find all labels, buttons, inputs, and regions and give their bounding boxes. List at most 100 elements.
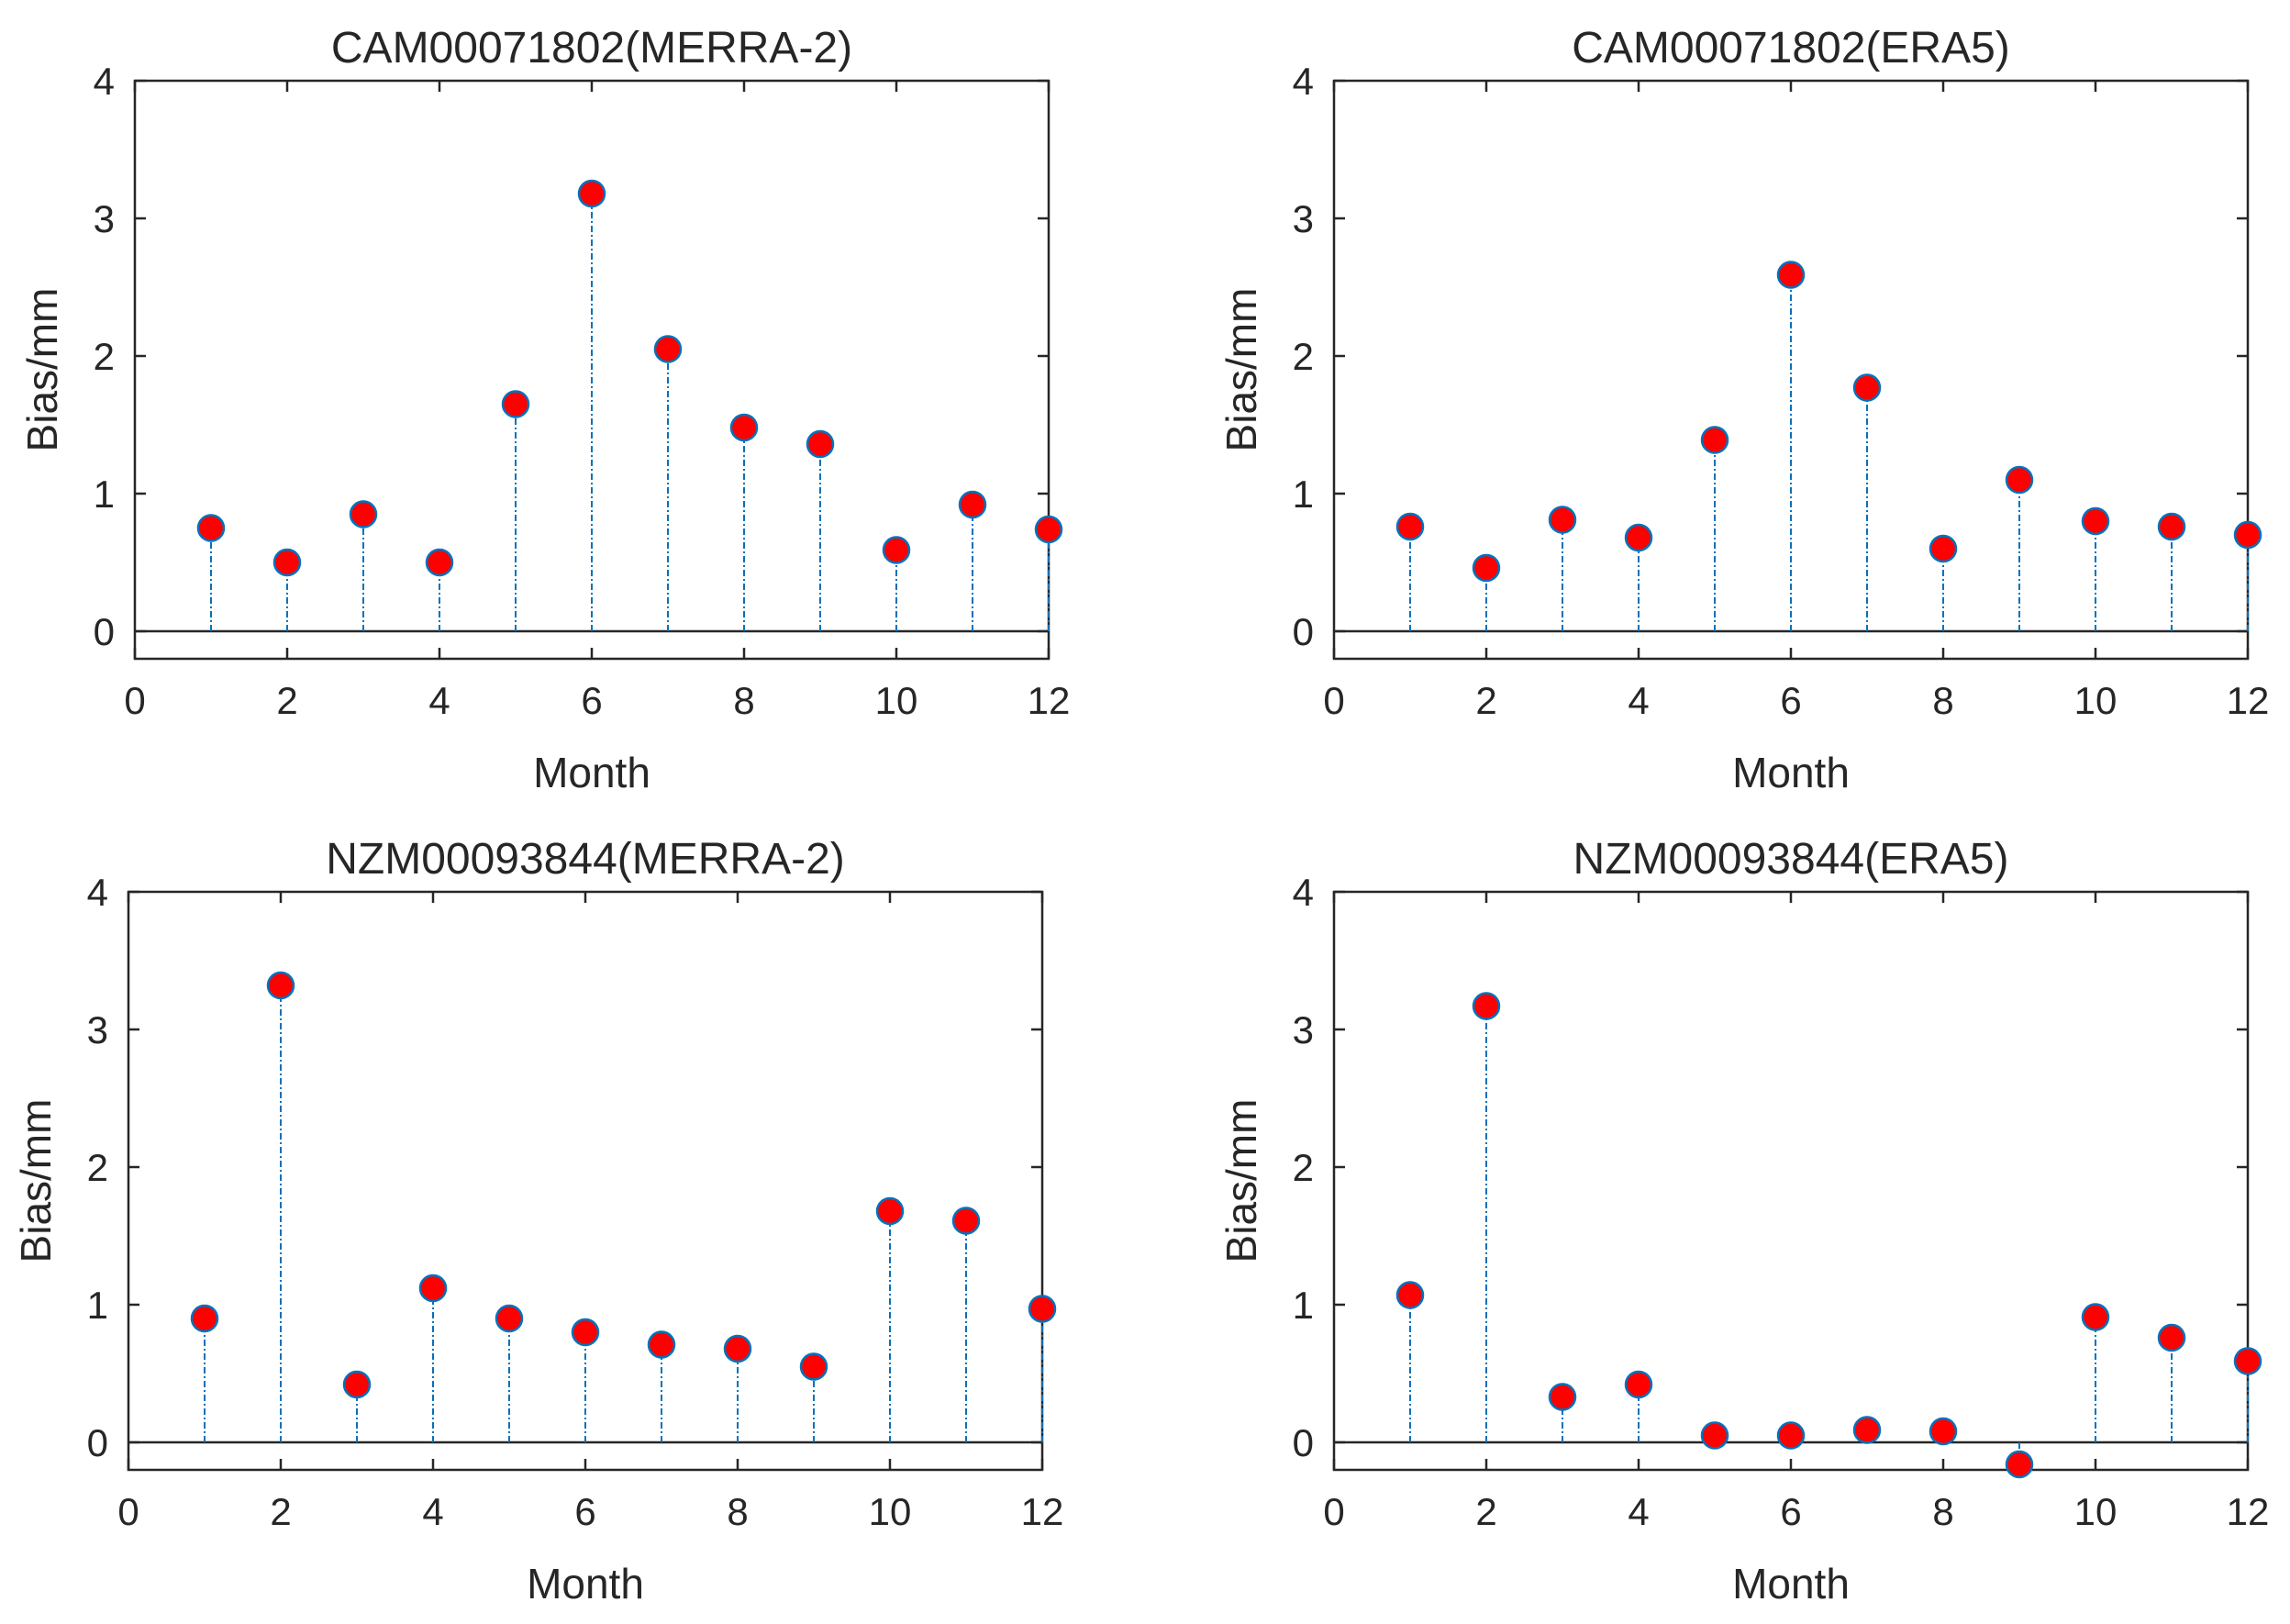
y-axis-label: Bias/mm — [1217, 288, 1265, 452]
y-tick-label: 1 — [94, 473, 115, 516]
stem-marker — [1034, 515, 1063, 544]
stem-marker — [418, 1274, 448, 1303]
stem-marker — [1700, 1421, 1729, 1450]
x-tick-label: 2 — [1475, 679, 1496, 722]
y-tick-label: 1 — [1293, 1284, 1314, 1327]
x-tick-label: 0 — [1323, 1490, 1344, 1533]
stem-marker — [729, 413, 759, 442]
subplot-title: NZM00093844(MERRA-2) — [326, 835, 845, 884]
subplot-3: 0 2 4 6 8 10 1201234NZM00093844(MERRA-2)MonthB… — [12, 835, 1063, 1607]
stem-marker — [2081, 506, 2110, 536]
stem-marker — [342, 1370, 372, 1399]
subplot-1: 0 2 4 6 8 10 1201234CAM00071802(MERRA-2)MonthB… — [18, 24, 1070, 796]
x-axis-label: Month — [1732, 749, 1850, 796]
y-tick-label: 0 — [94, 610, 115, 653]
y-tick-label: 4 — [87, 871, 108, 914]
y-tick-label: 3 — [94, 197, 115, 240]
x-tick-label: 4 — [428, 679, 450, 722]
stem-marker — [1852, 373, 1882, 402]
x-tick-label: 6 — [574, 1490, 595, 1533]
stem-marker — [196, 514, 226, 542]
x-tick-label: 4 — [422, 1490, 443, 1533]
x-tick-label: 0 — [1323, 679, 1344, 722]
stem-marker — [1548, 506, 1577, 534]
x-tick-label: 0 — [124, 679, 145, 722]
subplot-title: CAM00071802(MERRA-2) — [331, 24, 852, 72]
stem-marker — [266, 971, 295, 1000]
stem-marker — [1700, 426, 1729, 454]
stem-marker — [799, 1352, 828, 1381]
y-tick-label: 4 — [94, 60, 115, 103]
stem-marker — [501, 390, 530, 418]
x-tick-label: 8 — [733, 679, 754, 722]
y-axis-label: Bias/mm — [18, 288, 66, 452]
y-axis-label: Bias/mm — [12, 1099, 60, 1263]
x-tick-label: 10 — [2074, 1490, 2118, 1533]
stem-marker — [1776, 261, 1806, 289]
stem-marker — [495, 1304, 524, 1333]
x-axis-label: Month — [533, 749, 650, 796]
stem-marker — [958, 490, 987, 519]
x-axis-label: Month — [527, 1560, 644, 1607]
stem-marker — [425, 548, 454, 577]
stem-marker — [2233, 1347, 2262, 1375]
stem-marker — [1852, 1416, 1882, 1444]
stem-marker — [1028, 1295, 1057, 1323]
stem-marker — [577, 179, 606, 208]
stem-marker — [2081, 1303, 2110, 1331]
stem-marker — [806, 429, 835, 459]
x-tick-label: 12 — [2227, 679, 2270, 722]
y-tick-label: 4 — [1293, 60, 1314, 103]
x-tick-label: 4 — [1628, 679, 1649, 722]
y-tick-label: 0 — [1293, 610, 1314, 653]
stem-marker — [571, 1318, 600, 1347]
stem-marker — [1395, 1281, 1425, 1309]
axes-box — [1332, 890, 2250, 1472]
x-tick-label: 6 — [581, 679, 602, 722]
subplot-2: 0 2 4 6 8 10 1201234CAM00071802(ERA5)MonthBias… — [1217, 24, 2269, 796]
x-tick-label: 2 — [276, 679, 297, 722]
y-tick-label: 0 — [1293, 1421, 1314, 1464]
stem-marker — [349, 500, 378, 528]
x-tick-label: 2 — [1475, 1490, 1496, 1533]
stem-marker — [272, 548, 302, 577]
stem-marker — [2157, 1323, 2186, 1352]
stem-marker — [653, 335, 683, 363]
y-tick-label: 2 — [87, 1146, 108, 1189]
y-tick-label: 1 — [87, 1284, 108, 1327]
y-tick-label: 3 — [1293, 1008, 1314, 1051]
y-tick-label: 2 — [1293, 1146, 1314, 1189]
x-tick-label: 10 — [869, 1490, 912, 1533]
stem-marker — [190, 1304, 219, 1333]
x-tick-label: 12 — [2227, 1490, 2270, 1533]
stem-marker — [875, 1196, 905, 1226]
stem-marker — [723, 1334, 752, 1363]
x-tick-label: 2 — [270, 1490, 291, 1533]
stem-marker — [2233, 520, 2262, 550]
stem-marker — [1929, 534, 1958, 563]
stem-marker — [1548, 1383, 1577, 1411]
stem-marker — [1624, 1370, 1653, 1399]
stem-marker — [882, 536, 911, 564]
x-tick-label: 8 — [1932, 679, 1953, 722]
x-tick-label: 10 — [875, 679, 918, 722]
stem-marker — [2157, 512, 2186, 541]
stem-marker — [1929, 1417, 1958, 1446]
stem-marker — [1472, 992, 1501, 1020]
subplot-title: NZM00093844(ERA5) — [1573, 835, 2009, 884]
x-tick-label: 4 — [1628, 1490, 1649, 1533]
x-tick-label: 6 — [1780, 679, 1801, 722]
y-tick-label: 2 — [1293, 335, 1314, 378]
y-tick-label: 4 — [1293, 871, 1314, 914]
subplot-4: 0 2 4 6 8 10 1201234NZM00093844(ERA5)MonthBias… — [1217, 835, 2269, 1607]
y-tick-label: 3 — [87, 1008, 108, 1051]
x-axis-label: Month — [1732, 1560, 1850, 1607]
x-tick-label: 8 — [1932, 1490, 1953, 1533]
stem-marker — [2005, 465, 2034, 495]
stem-marker — [2005, 1450, 2034, 1479]
stem-marker — [951, 1207, 981, 1235]
stem-marker — [1624, 523, 1653, 552]
x-tick-label: 8 — [727, 1490, 748, 1533]
x-tick-label: 10 — [2074, 679, 2118, 722]
